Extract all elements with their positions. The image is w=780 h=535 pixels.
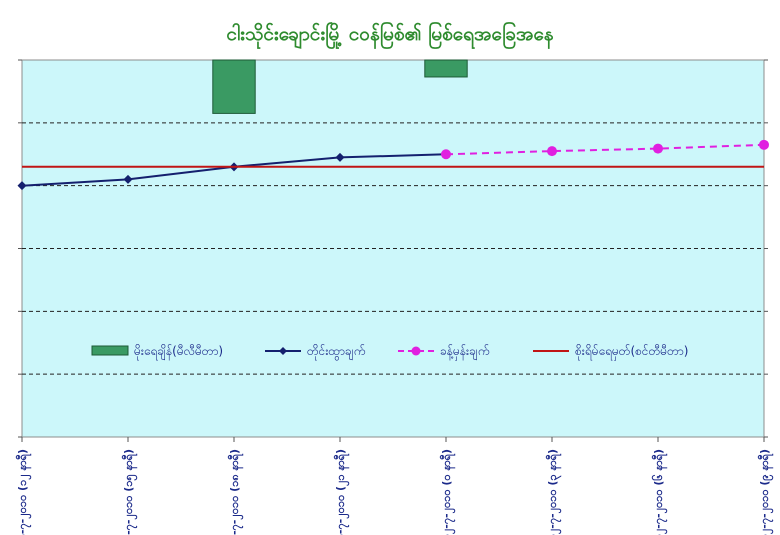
chart-title: ငါးသိုင်းချောင်းမြို့ ငဝန်မြစ်၏ မြစ်ရေအခ… xyxy=(226,20,553,50)
x-tick-label: ၁၁-၇-၂၀၁၀ (၁၅ နာရီ) xyxy=(121,449,138,535)
forecast-point xyxy=(653,143,663,154)
rainfall-bar xyxy=(424,59,468,78)
forecast-point xyxy=(441,149,451,160)
forecast-point xyxy=(759,139,769,150)
legend-label: စိုးရိမ်ရေမှတ်(စင်တီမီတာ) xyxy=(575,343,688,361)
x-tick-label: ၁၁-၇-၂၀၁၀ (၁၂ နာရီ) xyxy=(15,449,32,535)
x-tick-label: ၁၂-၇-၂၀၁၀ (၀ နာရီ) xyxy=(439,449,456,535)
legend-label: တိုင်းထွာချက် xyxy=(307,343,365,361)
legend-label: ခန့်မှန်းချက် xyxy=(440,343,489,361)
observed-point xyxy=(335,152,345,162)
legend-marker xyxy=(411,346,421,356)
x-tick-label: ၁၂-၇-၂၀၁၀ (၆ နာရီ) xyxy=(651,449,668,535)
observed-point xyxy=(17,181,27,191)
legend-marker xyxy=(279,347,287,355)
forecast-point xyxy=(547,146,557,157)
x-tick-label: ၁၁-၇-၂၀၁၀ (၁၈ နာရီ) xyxy=(227,449,244,535)
legend-swatch-rainfall xyxy=(91,345,129,356)
observed-point xyxy=(123,174,133,184)
legend-label: မိုးရေချိန်(မီလီမီတာ) xyxy=(134,343,223,361)
x-tick-label: ၁၂-၇-၂၀၁၀ (၉ နာရီ) xyxy=(757,449,774,535)
rainfall-bar xyxy=(212,59,256,114)
x-tick-label: ၁၁-၇-၂၀၁၀ (၂၁ နာရီ) xyxy=(333,449,350,535)
forecast-line xyxy=(445,143,765,156)
x-tick-label: ၁၂-၇-၂၀၁၀ (၃ နာရီ) xyxy=(545,449,562,535)
legend: မိုးရေချိန်(မီလီမီတာ) တိုင်းထွာချက် ခန့်မှ… xyxy=(91,343,688,361)
